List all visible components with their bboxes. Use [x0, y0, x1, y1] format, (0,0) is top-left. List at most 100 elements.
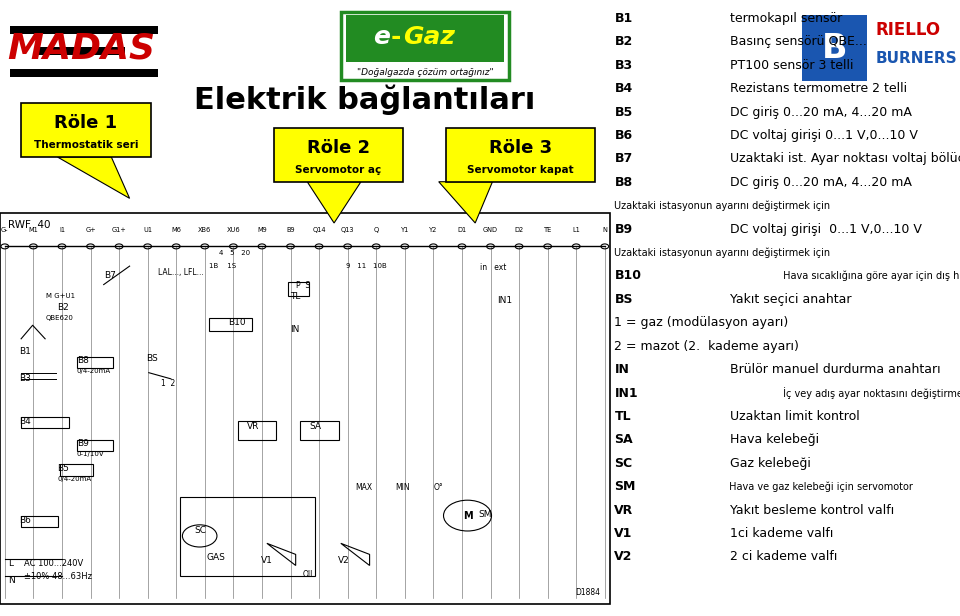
Text: B1: B1	[19, 347, 31, 355]
Text: BS: BS	[146, 354, 157, 363]
Text: Gaz kelebeği: Gaz kelebeği	[727, 456, 811, 470]
Text: O°: O°	[434, 484, 444, 492]
Text: Servomotor kapat: Servomotor kapat	[468, 165, 574, 175]
Text: in   ext: in ext	[480, 264, 506, 272]
Text: XB6: XB6	[198, 227, 211, 233]
Text: B8: B8	[77, 356, 88, 365]
Text: DC voltaj girişi 0...1 V,0...10 V: DC voltaj girişi 0...1 V,0...10 V	[727, 129, 918, 142]
Text: B10: B10	[228, 318, 246, 326]
FancyBboxPatch shape	[21, 103, 151, 157]
Text: V2: V2	[338, 556, 349, 565]
Text: 1  2: 1 2	[161, 379, 176, 387]
Text: AC 100...240V
±10% 48...63Hz: AC 100...240V ±10% 48...63Hz	[24, 559, 92, 580]
Text: Yakıt besleme kontrol valfı: Yakıt besleme kontrol valfı	[727, 503, 895, 517]
Polygon shape	[439, 182, 492, 223]
Text: BURNERS: BURNERS	[876, 51, 957, 66]
Text: V1: V1	[614, 527, 633, 540]
Text: Q: Q	[373, 227, 379, 233]
Text: Thermostatik seri: Thermostatik seri	[34, 140, 138, 150]
Text: TL: TL	[614, 410, 631, 423]
Text: B2: B2	[58, 304, 69, 312]
Text: M G+U1: M G+U1	[46, 293, 75, 299]
Text: Röle 2: Röle 2	[307, 139, 370, 156]
Text: -: -	[391, 25, 400, 49]
Text: N: N	[8, 576, 14, 585]
Text: B5: B5	[614, 105, 633, 119]
Text: Uzaktaki istasyonun ayarını değiştirmek için: Uzaktaki istasyonun ayarını değiştirmek …	[614, 200, 830, 211]
Text: 4   5   20: 4 5 20	[219, 249, 250, 256]
Text: B9: B9	[614, 222, 633, 236]
Text: D1: D1	[457, 227, 467, 233]
Bar	[21, 417, 69, 428]
Bar	[0, 213, 610, 604]
Text: 0-1/10V: 0-1/10V	[77, 451, 105, 457]
Text: L1: L1	[572, 227, 580, 233]
Text: 0/4-20mA: 0/4-20mA	[58, 476, 92, 482]
Bar	[209, 318, 252, 331]
Text: e: e	[373, 25, 391, 49]
Text: MAX: MAX	[355, 484, 372, 492]
Text: VR: VR	[614, 503, 634, 517]
Text: M1: M1	[29, 227, 38, 233]
Text: Hava ve gaz kelebeği için servomotor: Hava ve gaz kelebeği için servomotor	[727, 481, 913, 492]
Text: B1: B1	[614, 12, 633, 25]
Bar	[10, 69, 158, 77]
Text: Hava sıcaklığına göre ayar için dış hava sensörü: Hava sıcaklığına göre ayar için dış hava…	[780, 270, 960, 282]
Bar	[238, 421, 276, 440]
Text: DC giriş 0...20 mA, 4...20 mA: DC giriş 0...20 mA, 4...20 mA	[727, 176, 912, 189]
Text: İç vey adış ayar noktasını değiştirme tamburu: İç vey adış ayar noktasını değiştirme ta…	[780, 387, 960, 399]
Text: M9: M9	[257, 227, 267, 233]
Text: IN: IN	[290, 325, 300, 334]
Text: Uzaktan limit kontrol: Uzaktan limit kontrol	[727, 410, 860, 423]
Text: IN: IN	[614, 363, 629, 376]
Text: 1ci kademe valfı: 1ci kademe valfı	[727, 527, 833, 540]
Text: GAS: GAS	[206, 553, 226, 562]
Bar	[300, 421, 339, 440]
Text: 0/4-20mA: 0/4-20mA	[77, 368, 111, 374]
Text: P  S: P S	[296, 281, 310, 290]
Bar	[77, 440, 113, 451]
Text: DC voltaj girişi  0...1 V,0...10 V: DC voltaj girişi 0...1 V,0...10 V	[727, 222, 923, 236]
Text: U1: U1	[143, 227, 152, 233]
Text: SM: SM	[478, 510, 492, 519]
Bar	[60, 464, 93, 476]
Text: PT100 sensör 3 telli: PT100 sensör 3 telli	[727, 59, 853, 72]
FancyBboxPatch shape	[274, 128, 403, 182]
FancyBboxPatch shape	[346, 15, 504, 62]
Text: Y2: Y2	[429, 227, 438, 233]
Text: Yakıt seçici anahtar: Yakıt seçici anahtar	[727, 293, 852, 306]
Text: termokapıl sensör: termokapıl sensör	[727, 12, 843, 25]
Text: G-: G-	[1, 227, 9, 233]
Text: Röle 1: Röle 1	[55, 114, 117, 132]
Text: B3: B3	[19, 375, 31, 383]
Text: L: L	[8, 559, 12, 568]
Text: MIN: MIN	[396, 484, 410, 492]
FancyBboxPatch shape	[341, 12, 509, 80]
Text: "Doğalgazda çözüm ortağınız": "Doğalgazda çözüm ortağınız"	[357, 68, 493, 77]
Text: Y1: Y1	[400, 227, 409, 233]
Text: B4: B4	[614, 82, 633, 95]
Text: XU6: XU6	[227, 227, 240, 233]
Text: Rezistans termometre 2 telli: Rezistans termometre 2 telli	[727, 82, 907, 95]
Text: B6: B6	[19, 516, 31, 525]
Text: 2 ci kademe valfı: 2 ci kademe valfı	[727, 550, 838, 564]
Text: TE: TE	[543, 227, 552, 233]
Text: SM: SM	[614, 480, 636, 493]
Bar	[38, 47, 125, 55]
Text: B9: B9	[286, 227, 295, 233]
Text: GND: GND	[483, 227, 498, 233]
Text: SA: SA	[309, 422, 321, 431]
Text: Basınç sensörü QBE...: Basınç sensörü QBE...	[727, 35, 867, 49]
Bar	[77, 357, 113, 368]
FancyBboxPatch shape	[446, 128, 595, 182]
Text: SA: SA	[614, 433, 633, 447]
Text: Uzaktaki istasyonun ayarını değiştirmek için: Uzaktaki istasyonun ayarını değiştirmek …	[614, 247, 830, 258]
Bar	[180, 497, 315, 576]
Text: Q14: Q14	[312, 227, 325, 233]
Text: V1: V1	[261, 556, 273, 565]
Text: V2: V2	[614, 550, 633, 564]
Text: B9: B9	[77, 439, 88, 448]
Text: MADAS: MADAS	[8, 31, 156, 66]
Text: D2: D2	[515, 227, 524, 233]
Text: I1: I1	[59, 227, 65, 233]
